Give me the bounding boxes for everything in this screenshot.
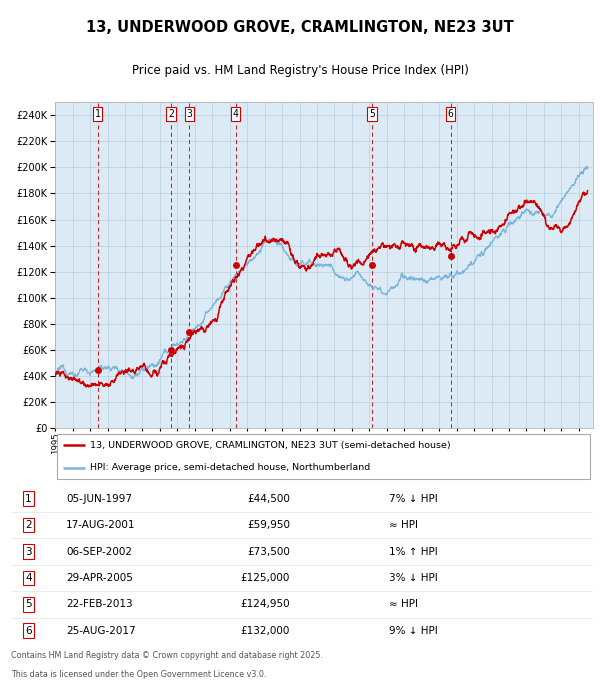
Text: 13, UNDERWOOD GROVE, CRAMLINGTON, NE23 3UT: 13, UNDERWOOD GROVE, CRAMLINGTON, NE23 3…	[86, 20, 514, 35]
Text: ≈ HPI: ≈ HPI	[389, 599, 418, 609]
Text: 13, UNDERWOOD GROVE, CRAMLINGTON, NE23 3UT (semi-detached house): 13, UNDERWOOD GROVE, CRAMLINGTON, NE23 3…	[90, 441, 451, 449]
Text: £125,000: £125,000	[241, 573, 290, 583]
Text: 5: 5	[369, 109, 375, 119]
Text: £124,950: £124,950	[241, 599, 290, 609]
Text: 2: 2	[25, 520, 32, 530]
Text: 5: 5	[25, 599, 32, 609]
Text: 6: 6	[448, 109, 454, 119]
Text: Price paid vs. HM Land Registry's House Price Index (HPI): Price paid vs. HM Land Registry's House …	[131, 64, 469, 77]
Text: 17-AUG-2001: 17-AUG-2001	[66, 520, 136, 530]
Text: ≈ HPI: ≈ HPI	[389, 520, 418, 530]
Text: 6: 6	[25, 626, 32, 636]
Text: 25-AUG-2017: 25-AUG-2017	[66, 626, 136, 636]
FancyBboxPatch shape	[58, 434, 590, 479]
Text: HPI: Average price, semi-detached house, Northumberland: HPI: Average price, semi-detached house,…	[90, 463, 370, 472]
Text: 22-FEB-2013: 22-FEB-2013	[66, 599, 133, 609]
Text: This data is licensed under the Open Government Licence v3.0.: This data is licensed under the Open Gov…	[11, 670, 266, 679]
Text: 9% ↓ HPI: 9% ↓ HPI	[389, 626, 438, 636]
Text: £132,000: £132,000	[241, 626, 290, 636]
Text: 4: 4	[233, 109, 238, 119]
Text: 4: 4	[25, 573, 32, 583]
Text: 1: 1	[25, 494, 32, 504]
Text: 3: 3	[25, 547, 32, 556]
Text: £59,950: £59,950	[247, 520, 290, 530]
Text: 1: 1	[95, 109, 101, 119]
Text: 2: 2	[168, 109, 174, 119]
Text: £44,500: £44,500	[247, 494, 290, 504]
Text: £73,500: £73,500	[247, 547, 290, 556]
Text: 1% ↑ HPI: 1% ↑ HPI	[389, 547, 438, 556]
Text: 3: 3	[187, 109, 192, 119]
Text: 06-SEP-2002: 06-SEP-2002	[66, 547, 132, 556]
Text: 7% ↓ HPI: 7% ↓ HPI	[389, 494, 438, 504]
Text: Contains HM Land Registry data © Crown copyright and database right 2025.: Contains HM Land Registry data © Crown c…	[11, 651, 323, 660]
Text: 05-JUN-1997: 05-JUN-1997	[66, 494, 132, 504]
Text: 29-APR-2005: 29-APR-2005	[66, 573, 133, 583]
Text: 3% ↓ HPI: 3% ↓ HPI	[389, 573, 438, 583]
